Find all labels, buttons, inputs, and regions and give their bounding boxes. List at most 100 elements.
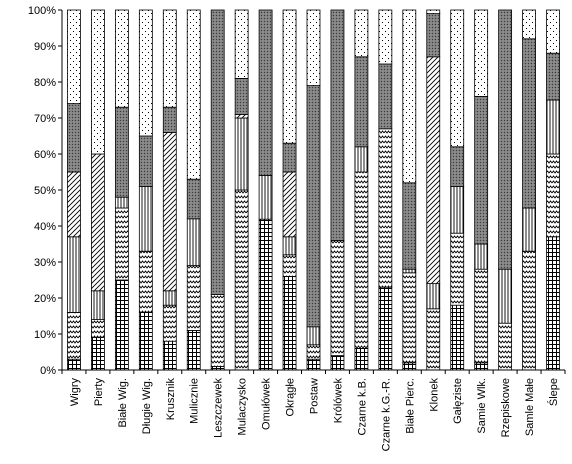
y-tick-label: 60%	[34, 149, 56, 161]
bar-segment-grid	[91, 337, 105, 371]
bar-segment-zigzag	[186, 265, 201, 331]
x-category-label: Postaw	[309, 378, 321, 414]
y-tick-label: 20%	[34, 293, 56, 305]
bar-segment-light-dots	[306, 9, 321, 86]
bar-segment-zigzag	[522, 250, 536, 371]
y-tick-label: 50%	[34, 185, 56, 197]
bar-segment-light-dots	[162, 9, 177, 108]
bar-segment-light-dots	[354, 9, 369, 58]
bar-stack	[354, 9, 369, 371]
x-category-label: Samle Małe	[524, 378, 536, 436]
bar-segment-dark-dots	[354, 56, 369, 148]
bar-segment-zigzag	[354, 171, 369, 349]
x-category-label: Klonek	[428, 378, 440, 412]
bar-segment-light-dots	[234, 9, 249, 79]
bar-segment-dark-dots	[186, 178, 201, 220]
y-tick-label: 70%	[34, 113, 56, 125]
bar-stack	[67, 9, 81, 371]
bars	[67, 9, 560, 371]
bar-segment-zigzag	[67, 311, 81, 360]
bar-segment-grid	[138, 311, 153, 371]
bar-segment-light-dots	[378, 9, 393, 65]
bar-segment-dark-dots	[498, 9, 513, 270]
y-axis: 0% 10% 20% 30% 40% 50% 60% 70% 80% 90% 100%	[28, 5, 63, 377]
x-category-label: Mulaczysko	[237, 378, 249, 435]
bar-segment-grid	[186, 329, 201, 371]
bar-segment-vertical-lines	[498, 268, 513, 324]
y-tick-label: 10%	[34, 329, 56, 341]
bar-stack	[234, 9, 249, 371]
bar-segment-vertical-lines	[522, 207, 536, 252]
bar-segment-vertical-lines	[67, 236, 81, 313]
bar-segment-grid	[378, 286, 393, 371]
bar-segment-dark-dots	[474, 96, 489, 245]
x-category-label: Ślepe	[547, 378, 560, 406]
bar-segment-grid	[162, 340, 177, 371]
bar-segment-dark-dots	[426, 13, 441, 58]
bar-segment-dark-dots	[162, 106, 177, 133]
bar-segment-light-dots	[91, 9, 105, 155]
x-category-label: Czarne k.G.-R.	[380, 378, 392, 451]
y-tick-label: 90%	[34, 41, 56, 53]
bar-segment-vertical-lines	[162, 290, 177, 306]
bar-stack	[258, 9, 273, 371]
bar-segment-dark-dots	[114, 106, 129, 198]
bar-segment-light-dots	[474, 9, 489, 97]
bar-stack	[402, 9, 417, 371]
bar-segment-grid	[474, 362, 489, 371]
bar-segment-zigzag	[498, 322, 513, 371]
bar-segment-zigzag	[330, 239, 345, 356]
bar-stack	[522, 9, 536, 371]
x-category-label: Białe Wig.	[117, 378, 129, 428]
bar-stack	[91, 9, 105, 371]
bar-segment-vertical-lines	[186, 218, 201, 267]
bar-segment-dark-dots	[522, 38, 536, 209]
x-category-label: Samie Wlk.	[476, 378, 488, 434]
bar-segment-light-dots	[138, 9, 153, 137]
bar-segment-grid	[114, 279, 129, 371]
bar-segment-zigzag	[162, 304, 177, 342]
bar-stack	[546, 9, 560, 371]
bar-segment-vertical-lines	[91, 290, 105, 320]
bar-stack	[498, 9, 513, 371]
bar-segment-grid	[282, 275, 297, 371]
x-category-label: Czarne k.B.	[356, 378, 368, 435]
bar-segment-light-dots	[114, 9, 129, 108]
x-category-label: Królówek	[332, 378, 344, 424]
x-category-label: Rzepiskowe	[500, 378, 512, 437]
bar-segment-light-dots	[426, 9, 441, 14]
bar-segment-grid	[258, 218, 273, 371]
x-category-label: Długie Wig.	[141, 378, 153, 434]
bar-segment-diagonal-lines	[91, 153, 105, 292]
bar-stack	[426, 9, 441, 371]
bar-segment-zigzag	[114, 207, 129, 281]
bar-segment-dark-dots	[258, 9, 273, 176]
bar-segment-dark-dots	[546, 52, 560, 101]
bar-segment-zigzag	[282, 254, 297, 277]
bar-segment-grid	[450, 304, 465, 371]
y-tick-label: 0%	[40, 365, 56, 377]
x-axis: Wigry Pierty Białe Wig. Długie Wig. Krusznik…	[61, 369, 566, 451]
bar-segment-light-dots	[67, 9, 81, 104]
y-tick-label: 100%	[28, 5, 56, 17]
x-category-label: Mulicznie	[189, 378, 201, 424]
bar-segment-zigzag	[426, 308, 441, 371]
bar-segment-zigzag	[402, 272, 417, 364]
x-category-label: Okrągłe	[285, 378, 297, 417]
bar-segment-grid	[546, 236, 560, 371]
bar-stack	[306, 9, 321, 371]
bar-segment-vertical-lines	[234, 117, 249, 191]
bar-segment-vertical-lines	[474, 243, 489, 270]
bar-segment-grid	[402, 362, 417, 371]
bar-segment-zigzag	[91, 319, 105, 339]
bar-segment-zigzag	[138, 250, 153, 313]
bar-segment-vertical-lines	[426, 283, 441, 310]
bar-segment-grid	[330, 355, 345, 371]
bar-stack	[330, 9, 345, 371]
bar-segment-dark-dots	[378, 63, 393, 130]
bar-segment-zigzag	[378, 128, 393, 288]
bar-segment-vertical-lines	[282, 236, 297, 256]
bar-segment-vertical-lines	[450, 185, 465, 234]
bar-segment-dark-dots	[138, 135, 153, 187]
